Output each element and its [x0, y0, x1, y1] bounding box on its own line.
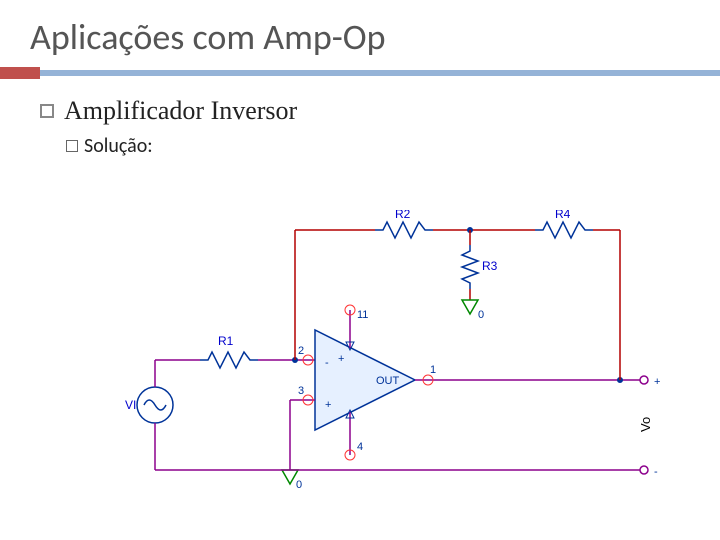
resistor-r3: R3 — [462, 245, 498, 289]
vi-label: VI — [125, 398, 136, 412]
pin11-label: 11 — [357, 309, 368, 321]
resistor-r4: R4 — [535, 210, 593, 238]
accent-bar — [0, 67, 720, 71]
opamp-plus: + — [325, 399, 331, 411]
page-title: Aplicações com Amp-Op — [0, 0, 720, 67]
accent-left — [0, 67, 40, 79]
ground-icon: 0 — [462, 300, 484, 321]
sub-bullet-row: Solução: — [40, 134, 720, 158]
ac-source: VI — [125, 387, 173, 423]
resistor-r1: R1 — [200, 334, 258, 368]
terminal — [640, 466, 648, 474]
bullet-text: Amplificador Inversor — [64, 96, 297, 126]
r2-label: R2 — [395, 210, 411, 221]
opamp: - + OUT 11 + 4 — [315, 305, 415, 460]
pin1-label: 1 — [430, 364, 436, 376]
svg-text:0: 0 — [478, 309, 484, 321]
terminal — [640, 376, 648, 384]
accent-right — [40, 70, 720, 76]
out-label: OUT — [376, 375, 400, 387]
content-area: Amplificador Inversor Solução: — [0, 71, 720, 158]
square-bullet-icon — [66, 140, 78, 152]
gnd-label: 0 — [296, 479, 302, 491]
r4-label: R4 — [555, 210, 571, 221]
vo-label: Vo — [638, 417, 653, 432]
svg-text:+: + — [338, 353, 344, 365]
r3-label: R3 — [482, 259, 498, 273]
resistor-r2: R2 — [375, 210, 433, 238]
ground-icon: 0 — [282, 470, 302, 491]
pin2-label: 2 — [298, 345, 304, 357]
pin3-label: 3 — [298, 385, 304, 397]
opamp-minus: - — [325, 357, 329, 369]
out-minus: - — [654, 466, 658, 478]
bullet-row: Amplificador Inversor — [40, 96, 720, 126]
r1-label: R1 — [218, 334, 234, 348]
circuit-diagram: VI R1 2 - + OUT 11 + 4 3 0 — [120, 210, 680, 520]
sub-bullet-text: Solução: — [84, 134, 153, 158]
out-plus: + — [654, 376, 660, 388]
square-bullet-icon — [40, 104, 54, 118]
pin4-label: 4 — [357, 441, 363, 453]
